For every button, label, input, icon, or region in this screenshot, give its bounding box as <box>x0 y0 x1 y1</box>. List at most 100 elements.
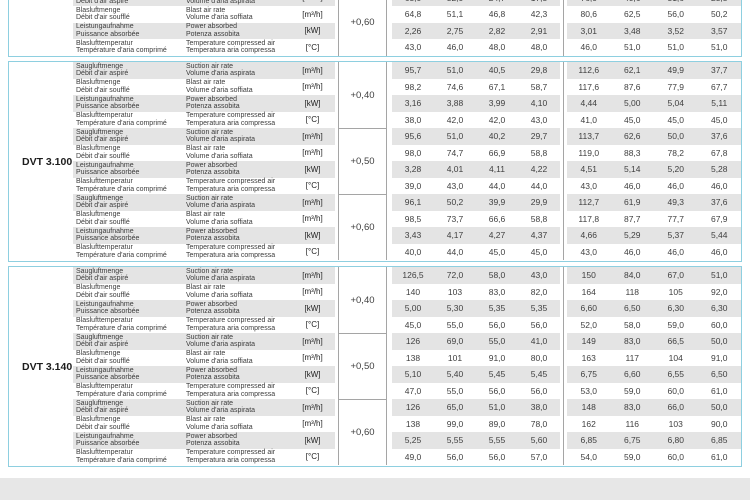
param-label-de: Blaslufttemperatur <box>76 178 133 186</box>
value-cell: 67,0 <box>667 270 685 281</box>
param-label-it: Volume d'aria aspirata <box>186 136 256 144</box>
value-cell: 119,0 <box>578 147 600 158</box>
param-label-en-it: Temperature compressed air Temperatura ar… <box>183 317 290 332</box>
param-label-en-it: Blast air rate Volume d'aria soffiata <box>183 350 290 365</box>
param-label-en: Power absorbed <box>186 23 237 31</box>
value-cell: 6,60 <box>623 369 641 380</box>
value-cell: 74,7 <box>446 147 464 158</box>
column-group-divider <box>560 62 567 79</box>
value-cell: 140 <box>405 286 421 297</box>
value-cell: 101 <box>447 352 463 363</box>
param-label-it: Temperatura aria compressa <box>186 119 276 127</box>
value-cell: 3,28 <box>404 164 422 175</box>
param-label-en: Suction air rate <box>186 128 234 136</box>
unit-label: [m³/h] <box>302 197 323 207</box>
value-cell: 89,0 <box>488 418 506 429</box>
unit-label: [m³/h] <box>302 336 323 346</box>
value-cell: 4,66 <box>580 230 598 241</box>
param-label-de: Blaslufttemperatur <box>76 112 133 120</box>
value-cell: 104 <box>668 352 683 363</box>
value-cell: 56,0 <box>488 319 506 330</box>
value-cell: 51,0 <box>446 65 464 76</box>
param-label-fr: Puissance absorbée <box>76 440 140 448</box>
value-cell: 73,7 <box>446 213 464 224</box>
param-label-de-fr: Leistungaufnahme Puissance absorbée <box>73 96 183 111</box>
value-cell: 5,20 <box>667 164 685 175</box>
param-label-de-fr: Leistungaufnahme Puissance absorbée <box>73 162 183 177</box>
values-column: 126 69,0 55,0 41,0 149 83,0 66,5 50,0 138 101 91,0… <box>392 333 741 399</box>
param-label-en-it: Power absorbed Potenza assobita <box>183 367 290 382</box>
value-cell: 61,0 <box>710 451 728 462</box>
value-row: 3,28 4,01 4,11 4,22 4,51 5,14 5,20 5,28 <box>392 161 741 178</box>
param-label-de-fr: Blaslufttemperatur Température d'aria com… <box>73 40 183 55</box>
value-cell: 55,0 <box>446 385 464 396</box>
value-cell: 40,5 <box>488 65 506 76</box>
param-label-de: Blasluftmenge <box>76 211 121 219</box>
value-cell: 148 <box>581 402 596 413</box>
values-column: 126,5 72,0 58,0 43,0 150 84,0 67,0 51,0 140 103 83… <box>392 267 741 333</box>
param-label-fr: Température d'aria comprimé <box>76 324 167 332</box>
value-cell: 2,91 <box>530 25 548 36</box>
value-cell: 72,0 <box>446 270 464 281</box>
value-cell: 66,0 <box>667 402 685 413</box>
value-cell: 66,6 <box>488 213 506 224</box>
pressure-value: +0,60 <box>338 194 387 260</box>
param-label-de: Leistungaufnahme <box>76 23 134 31</box>
value-cell: 4,11 <box>489 164 505 175</box>
param-label-fr: Débit d'air soufflé <box>76 423 130 431</box>
column-group-divider <box>560 243 567 260</box>
param-label-fr: Débit d'air soufflé <box>76 218 130 226</box>
value-cell: 4,37 <box>530 230 548 241</box>
value-row: 49,0 56,0 56,0 57,0 54,0 59,0 60,0 61,0 <box>392 448 741 465</box>
value-cell: 105 <box>668 286 683 297</box>
value-cell: 4,10 <box>530 98 548 109</box>
value-cell: 77,9 <box>667 81 685 92</box>
param-label-en-it: Blast air rate Volume d'aria soffiata <box>183 416 290 431</box>
value-row: 3,43 4,17 4,27 4,37 4,66 5,29 5,37 5,44 <box>392 227 741 244</box>
param-label-en-it: Blast air rate Volume d'aria soffiata <box>183 284 290 299</box>
param-label-de: Leistungaufnahme <box>76 366 134 374</box>
value-cell: 5,11 <box>711 98 728 109</box>
value-cell: 76,0 <box>567 0 611 6</box>
label-row: Leistungaufnahme Puissance absorbée Power … <box>73 227 335 244</box>
param-label-en: Blast air rate <box>186 145 226 153</box>
param-label-de: Blaslufttemperatur <box>76 244 133 252</box>
label-row: Leistungaufnahme Puissance absorbée Power … <box>73 300 335 317</box>
value-cell: 6,50 <box>623 303 641 314</box>
value-cell: 43,0 <box>446 180 464 191</box>
value-row: 63,032,024,717,5 76,040,631,623,5 <box>392 0 741 6</box>
unit-label: [°C] <box>305 386 320 396</box>
value-cell: 47,0 <box>404 385 422 396</box>
value-cell: 29,7 <box>530 131 548 142</box>
param-label-de-fr: Blasluftmenge Débit d'air soufflé <box>73 350 183 365</box>
value-cell: 5,55 <box>488 435 506 446</box>
param-label-de: Blaslufttemperatur <box>76 317 133 325</box>
column-group-divider <box>560 415 567 432</box>
value-cell: 126 <box>405 402 421 413</box>
value-cell: 6,60 <box>580 303 598 314</box>
param-label-en: Temperature compressed air <box>186 244 276 252</box>
value-cell: 3,16 <box>404 98 422 109</box>
param-label-en: Blast air rate <box>186 211 226 219</box>
unit-label: [kW] <box>304 26 321 36</box>
param-label-en: Temperature compressed air <box>186 383 276 391</box>
unit-label: [°C] <box>305 181 320 191</box>
column-group-divider <box>560 128 567 145</box>
param-label-en: Power absorbed <box>186 432 237 440</box>
value-row: 2,26 2,75 2,82 2,91 3,01 3,48 3,52 3,57 <box>392 22 741 39</box>
param-label-de: Saugluftmenge <box>76 333 124 341</box>
value-cell: 46,0 <box>667 180 685 191</box>
param-label-de: Saugluftmenge <box>76 267 124 275</box>
